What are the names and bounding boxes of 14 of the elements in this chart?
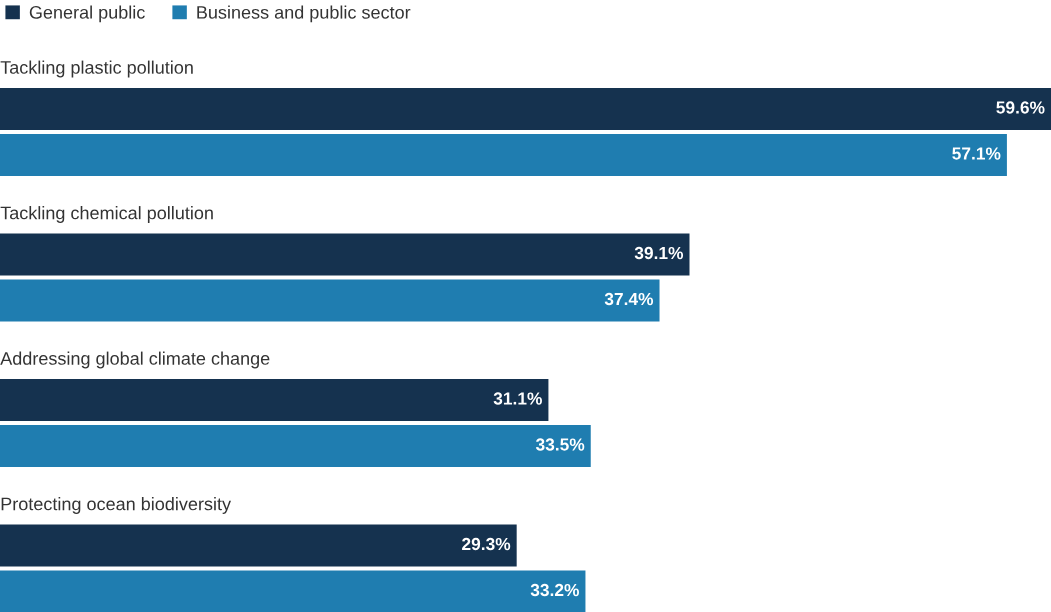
data-label: 59.6% [996,101,1045,114]
y-tick-label: Tackling chemical pollution [0,206,213,223]
data-label: 33.2% [530,583,579,597]
data-label: 39.1% [634,246,684,260]
data-label: 31.1% [493,392,542,405]
data-label: 29.3% [462,537,511,551]
legend-label: Business and public sector [197,5,411,23]
legend-label: General public [29,5,145,23]
data-label: 57.1% [952,147,1001,160]
y-tick-label: Tackling plastic pollution [0,60,193,78]
data-label: 37.4% [604,292,654,306]
data-label: 33.5% [535,438,585,451]
y-tick-label: Addressing global climate change [0,351,270,369]
y-tick-label: Protecting ocean biodiversity [1,497,231,514]
